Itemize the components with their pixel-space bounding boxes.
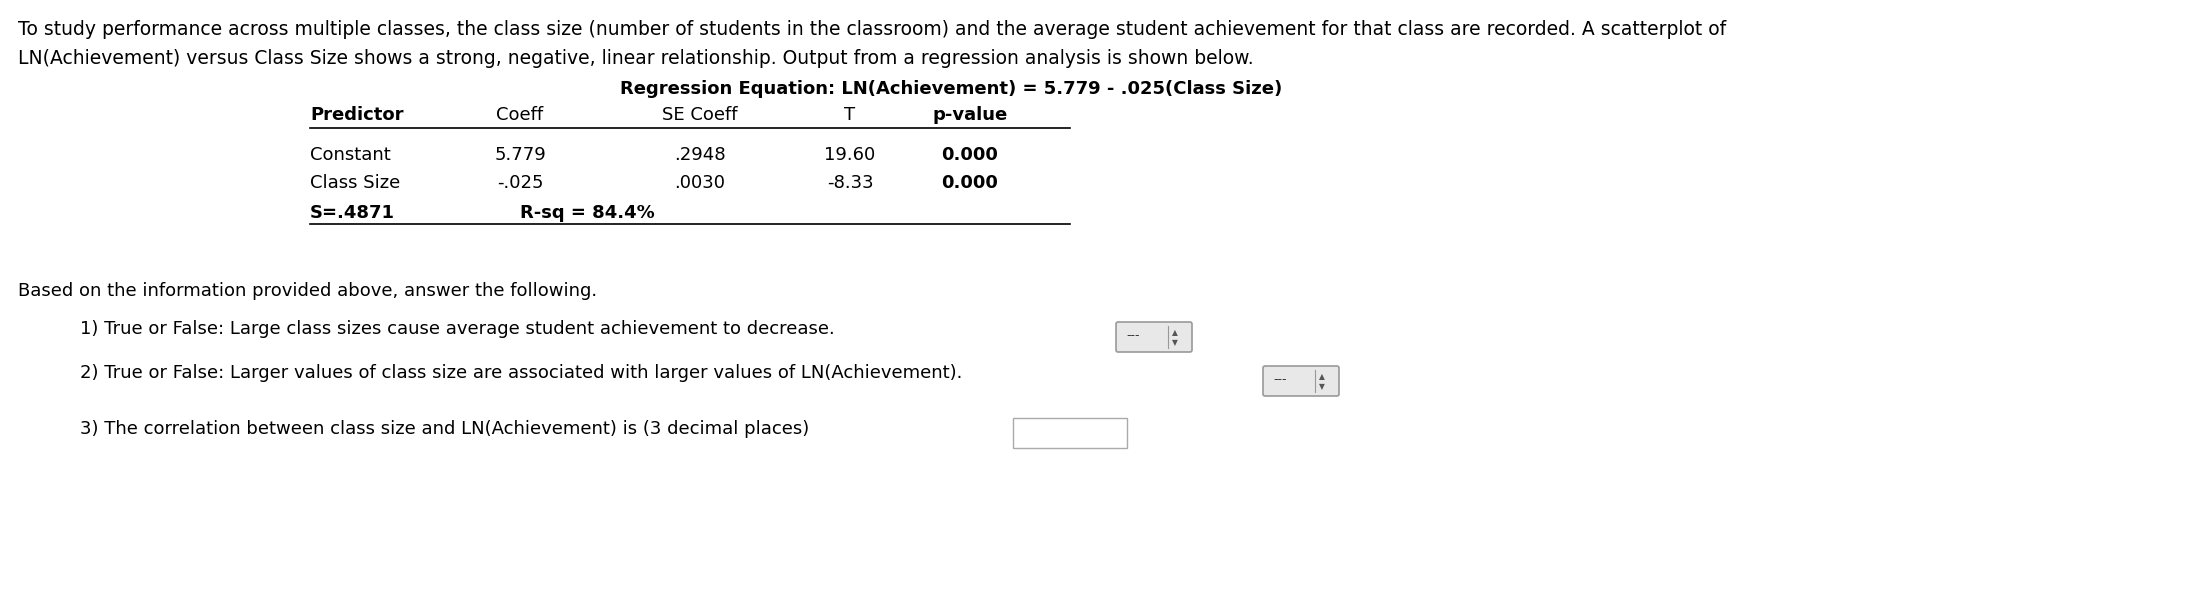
Text: ---: --- bbox=[1274, 373, 1287, 386]
Text: T: T bbox=[845, 106, 856, 124]
Text: 2) True or False: Larger values of class size are associated with larger values : 2) True or False: Larger values of class… bbox=[79, 364, 961, 382]
Text: 19.60: 19.60 bbox=[825, 146, 876, 164]
Text: -.025: -.025 bbox=[497, 174, 543, 192]
Text: 1) True or False: Large class sizes cause average student achievement to decreas: 1) True or False: Large class sizes caus… bbox=[79, 320, 834, 338]
Text: Based on the information provided above, answer the following.: Based on the information provided above,… bbox=[18, 282, 596, 300]
Text: To study performance across multiple classes, the class size (number of students: To study performance across multiple cla… bbox=[18, 20, 1727, 39]
Text: ▲: ▲ bbox=[1173, 328, 1177, 337]
Text: Class Size: Class Size bbox=[310, 174, 400, 192]
Text: 3) The correlation between class size and LN(Achievement) is (3 decimal places): 3) The correlation between class size an… bbox=[79, 420, 810, 438]
Text: Coeff: Coeff bbox=[497, 106, 543, 124]
Text: Predictor: Predictor bbox=[310, 106, 403, 124]
Text: 0.000: 0.000 bbox=[942, 174, 999, 192]
Text: ▼: ▼ bbox=[1320, 382, 1324, 391]
Text: -8.33: -8.33 bbox=[827, 174, 873, 192]
Text: 0.000: 0.000 bbox=[942, 146, 999, 164]
Text: SE Coeff: SE Coeff bbox=[662, 106, 737, 124]
Text: Regression Equation: LN(Achievement) = 5.779 - .025(Class Size): Regression Equation: LN(Achievement) = 5… bbox=[620, 80, 1283, 98]
Text: p-value: p-value bbox=[933, 106, 1008, 124]
Text: LN(Achievement) versus Class Size shows a strong, negative, linear relationship.: LN(Achievement) versus Class Size shows … bbox=[18, 49, 1254, 68]
Text: .2948: .2948 bbox=[673, 146, 726, 164]
Text: 5.779: 5.779 bbox=[495, 146, 546, 164]
FancyBboxPatch shape bbox=[1263, 366, 1340, 396]
Text: ---: --- bbox=[1126, 329, 1140, 342]
FancyBboxPatch shape bbox=[1012, 418, 1126, 448]
Text: ▲: ▲ bbox=[1320, 372, 1324, 381]
Text: R-sq = 84.4%: R-sq = 84.4% bbox=[519, 204, 656, 222]
Text: S=.4871: S=.4871 bbox=[310, 204, 396, 222]
Text: Constant: Constant bbox=[310, 146, 392, 164]
FancyBboxPatch shape bbox=[1115, 322, 1192, 352]
Text: .0030: .0030 bbox=[675, 174, 726, 192]
Text: ▼: ▼ bbox=[1173, 338, 1177, 347]
